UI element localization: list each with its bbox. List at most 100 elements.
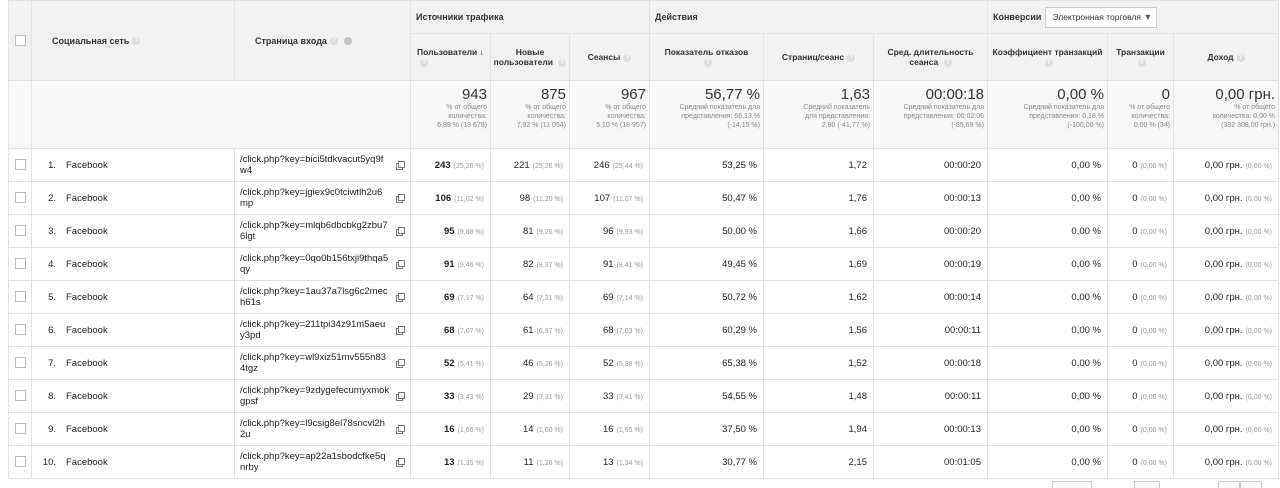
row-checkbox[interactable]	[14, 390, 26, 402]
social-network-link[interactable]: Facebook	[66, 258, 108, 270]
row-checkbox[interactable]	[14, 324, 26, 336]
sessions-cell: 69 (7,14 %)	[569, 280, 650, 314]
help-icon[interactable]: ?	[1045, 58, 1053, 67]
col-new-users[interactable]: Новые пользователи ?	[490, 33, 570, 81]
row-checkbox[interactable]	[14, 225, 26, 237]
social-network-link[interactable]: Facebook	[66, 291, 108, 303]
conversion-type-select[interactable]: Электронная торговля ▾	[1045, 6, 1158, 28]
social-network-cell: 10. Facebook	[31, 445, 235, 479]
open-external-icon[interactable]	[396, 227, 405, 236]
row-checkbox[interactable]	[14, 192, 26, 204]
open-external-icon[interactable]	[396, 293, 405, 302]
social-network-link[interactable]: Facebook	[66, 192, 108, 204]
col-users[interactable]: Пользователи ↓?	[410, 33, 491, 81]
landing-page-link[interactable]: /click.php?key=1au37a7lsg6c2mech61s	[240, 286, 388, 308]
transactions-percent: (0,00 %)	[1140, 228, 1167, 236]
pagination-control[interactable]	[1052, 481, 1092, 488]
avg-duration-cell: 00:00:20	[873, 214, 988, 248]
help-icon[interactable]: ?	[329, 37, 338, 46]
table-row: 3. Facebook /click.php?key=mlqb6dbcbkg2zb…	[8, 214, 1280, 248]
landing-page-link[interactable]: /click.php?key=bici5tdkvacut5yq9fw4	[240, 154, 384, 176]
pagination-prev-button[interactable]	[1218, 481, 1240, 488]
help-icon[interactable]: ?	[420, 58, 428, 67]
select-all-checkbox[interactable]	[14, 35, 26, 47]
help-icon[interactable]: ?	[704, 58, 712, 67]
landing-page-link[interactable]: /click.php?key=211tpi34z91m5aeuy3pd	[240, 319, 386, 341]
sessions-cell: 96 (9,93 %)	[569, 214, 650, 248]
revenue-percent: (0,00 %)	[1245, 195, 1273, 203]
help-icon[interactable]: ?	[132, 37, 141, 46]
row-checkbox[interactable]	[14, 357, 26, 369]
social-network-link[interactable]: Facebook	[66, 225, 108, 237]
landing-page-link[interactable]: /click.php?key=mlqb6dbcbkg2zbu76lgt	[240, 220, 388, 242]
total-value: 875	[540, 86, 566, 103]
users-cell: 243 (25,26 %)	[410, 148, 491, 182]
transactions-cell: 0 (0,00 %)	[1107, 181, 1174, 215]
landing-page-link[interactable]: /click.php?key=0qo0b156txji9thqa5qy	[240, 253, 389, 275]
help-icon[interactable]: ?	[1236, 53, 1245, 62]
col-revenue[interactable]: Доход?	[1172, 33, 1280, 81]
row-checkbox[interactable]	[14, 159, 26, 171]
open-external-icon[interactable]	[396, 458, 405, 467]
col-bounce-rate[interactable]: Показатель отказов?	[649, 33, 764, 81]
remove-dimension-icon[interactable]	[343, 37, 352, 46]
open-external-icon[interactable]	[396, 260, 405, 269]
open-external-icon[interactable]	[396, 425, 405, 434]
avg-duration-value: 00:00:13	[944, 192, 981, 204]
help-icon[interactable]: ?	[1138, 58, 1146, 67]
bounce-rate-cell: 30,77 %	[649, 445, 764, 479]
col-conversion-rate[interactable]: Коэффициент транзакций ?	[987, 33, 1108, 81]
row-select-cell	[8, 280, 32, 314]
col-transactions[interactable]: Транзакции?	[1107, 33, 1174, 81]
pagination-next-button[interactable]	[1240, 481, 1262, 488]
landing-page-link[interactable]: /click.php?key=jgiex9c0tciwtlh2u6mp	[240, 187, 383, 209]
social-network-link[interactable]: Facebook	[66, 357, 108, 369]
row-select-cell	[8, 214, 32, 248]
social-network-link[interactable]: Facebook	[66, 456, 108, 468]
pagination-control[interactable]	[1134, 481, 1160, 488]
sessions-cell: 68 (7,03 %)	[569, 313, 650, 347]
col-sessions[interactable]: Сеансы?	[569, 33, 650, 81]
landing-page-link[interactable]: /click.php?key=l9csig8el78sncvl2h2u	[240, 418, 385, 440]
landing-page-link[interactable]: /click.php?key=9zdygefecumyxmokgpsf	[240, 385, 390, 407]
bounce-rate-value: 53,25 %	[722, 159, 757, 171]
social-network-link[interactable]: Facebook	[66, 423, 108, 435]
row-checkbox[interactable]	[14, 258, 26, 270]
help-icon[interactable]: ?	[847, 53, 856, 62]
sessions-percent: (7,14 %)	[616, 294, 643, 302]
table-row: 2. Facebook /click.php?key=jgiex9c0tciwtl…	[8, 181, 1280, 215]
social-network-link[interactable]: Facebook	[66, 159, 108, 171]
revenue-percent: (0,00 %)	[1245, 426, 1273, 434]
pages-per-session-cell: 1,48	[763, 379, 874, 413]
open-external-icon[interactable]	[396, 326, 405, 335]
total-note: количества:	[1131, 113, 1170, 120]
help-icon[interactable]: ?	[623, 53, 632, 62]
transactions-cell: 0 (0,00 %)	[1107, 247, 1174, 281]
open-external-icon[interactable]	[396, 161, 405, 170]
avg-duration-cell: 00:00:11	[873, 313, 988, 347]
new-users-percent: (9,37 %)	[536, 261, 563, 269]
col-pages-per-session[interactable]: Страниц/сеанс?	[763, 33, 874, 81]
landing-page-cell: /click.php?key=l9csig8el78sncvl2h2u	[234, 412, 411, 446]
help-icon[interactable]: ?	[558, 58, 567, 67]
social-network-link[interactable]: Facebook	[66, 390, 108, 402]
social-network-link[interactable]: Facebook	[66, 324, 108, 336]
col-conv-label: Коэффициент транзакций	[992, 47, 1103, 57]
sessions-cell: 13 (1,34 %)	[569, 445, 650, 479]
open-external-icon[interactable]	[396, 392, 405, 401]
open-external-icon[interactable]	[396, 359, 405, 368]
landing-page-link[interactable]: /click.php?key=wl9xiz51mv555n834tgz	[240, 352, 387, 374]
users-percent: (9,88 %)	[457, 228, 484, 236]
pages-per-session-value: 1,72	[848, 159, 868, 171]
help-icon[interactable]: ?	[943, 58, 952, 67]
row-checkbox[interactable]	[14, 456, 26, 468]
users-cell: 95 (9,88 %)	[410, 214, 491, 248]
open-external-icon[interactable]	[396, 194, 405, 203]
row-checkbox[interactable]	[14, 423, 26, 435]
col-landing-page[interactable]: Страница входа?	[234, 0, 411, 81]
col-avg-duration[interactable]: Сред. длительность сеанса ?	[873, 33, 988, 81]
col-social-network[interactable]: Социальная сеть?	[31, 0, 235, 81]
avg-duration-value: 00:00:18	[944, 357, 981, 369]
row-checkbox[interactable]	[14, 291, 26, 303]
landing-page-link[interactable]: /click.php?key=ap22a1sbodcfke5qnrby	[240, 451, 386, 473]
